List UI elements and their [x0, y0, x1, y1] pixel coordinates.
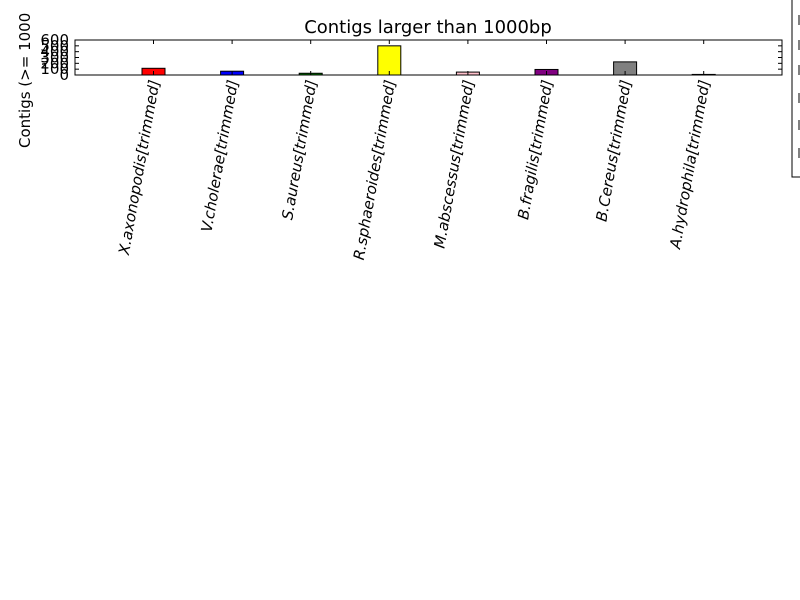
plot-area-frame [74, 39, 783, 76]
x-tick-label-5: B.fragilis[trimmed] [514, 78, 556, 221]
bar-3 [377, 45, 402, 76]
chart-title: Contigs larger than 1000bp [304, 17, 552, 38]
legend-box [791, 0, 800, 178]
y-tick-label-5: 500 [40, 37, 69, 55]
x-tick-label-7: A.hydrophila[trimmed] [666, 78, 714, 251]
y-tick-label-4: 400 [40, 43, 69, 61]
x-tick-label-2: S.aureus[trimmed] [278, 78, 320, 221]
y-tick-label-3: 300 [40, 49, 69, 67]
x-tick-label-0: X.axonopodis[trimmed] [115, 78, 164, 257]
y-tick-label-0: 0 [59, 66, 69, 84]
x-tick-label-3: R.sphaeroides[trimmed] [350, 78, 399, 261]
bars-group [141, 45, 716, 76]
x-tick-label-4: M.abscessus[trimmed] [430, 78, 477, 249]
y-tick-label-1: 100 [40, 60, 69, 78]
y-axis-label: Contigs (>= 1000 [16, 13, 34, 148]
x-tick-label-1: V.cholerae[trimmed] [198, 78, 243, 233]
y-tick-label-2: 200 [40, 54, 69, 72]
x-tick-label-6: B.Cereus[trimmed] [592, 78, 635, 222]
y-tick-label-6: 600 [40, 31, 69, 49]
